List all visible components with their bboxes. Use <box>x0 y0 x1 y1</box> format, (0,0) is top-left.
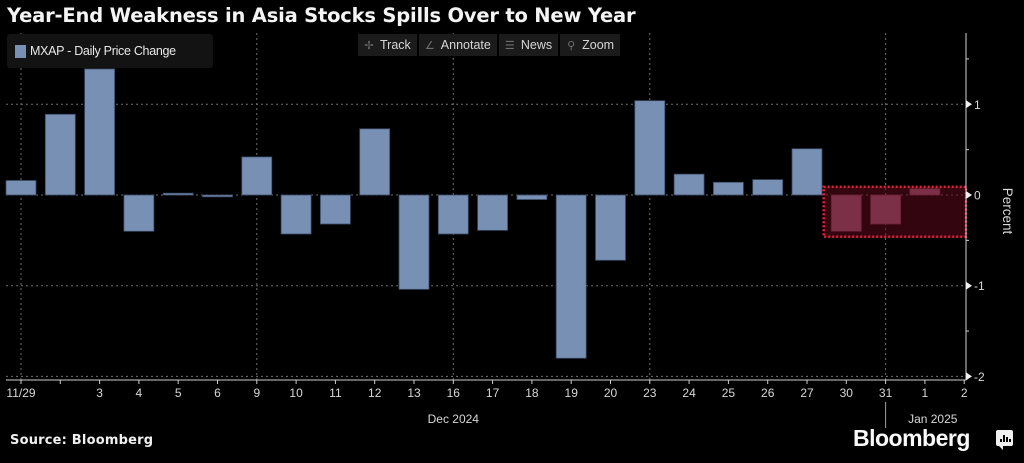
legend[interactable]: MXAP - Daily Price Change <box>7 34 213 68</box>
crosshair-icon: ✢ <box>364 39 374 52</box>
y-tick-label: -2 <box>974 370 985 384</box>
x-tick-label: 16 <box>447 386 461 400</box>
x-tick-label: 18 <box>525 386 539 400</box>
y-tick-label: 1 <box>974 98 981 112</box>
annotate-button[interactable]: ∠ Annotate <box>418 34 497 56</box>
x-axis: 11/29 3 4 5 6 9 10 11 12 13 16 17 18 19 20 23 24 25 26 27 30… <box>6 379 968 428</box>
source-note: Source: Bloomberg <box>10 433 154 448</box>
x-tick-label: 13 <box>407 386 421 400</box>
bar-27-20 <box>791 148 823 196</box>
magnifier-icon: ⚲ <box>567 39 576 52</box>
legend-label: MXAP - Daily Price Change <box>30 44 176 58</box>
news-label: News <box>520 38 553 52</box>
legend-swatch <box>15 44 26 58</box>
bar-6-5 <box>202 194 233 198</box>
y-axis: 1 0 -1 -2 Percent <box>965 33 1015 384</box>
period-label: Dec 2024 <box>428 412 480 426</box>
news-icon: ☰ <box>504 39 515 52</box>
bar-17-12 <box>477 194 509 231</box>
x-tick-label: 19 <box>565 386 579 400</box>
period-label: Jan 2025 <box>908 412 958 426</box>
bars <box>5 68 941 359</box>
chart-toolbar: ✢ Track ∠ Annotate ☰ News ⚲ Zoom <box>358 34 621 56</box>
x-tick-label: 25 <box>722 386 736 400</box>
zoom-button[interactable]: ⚲ Zoom <box>560 34 621 56</box>
bar-26-19 <box>752 179 784 196</box>
x-tick-label: 10 <box>289 386 303 400</box>
bar-9-6 <box>241 156 273 196</box>
x-tick-label: 26 <box>761 386 775 400</box>
bar-23-16 <box>634 100 666 196</box>
bar-4-3 <box>123 194 155 232</box>
x-tick-label: 20 <box>604 386 618 400</box>
bloomberg-logo: Bloomberg <box>853 425 970 451</box>
bar-10-7 <box>280 194 312 235</box>
x-tick-label: 30 <box>840 386 854 400</box>
x-tick-label: 4 <box>136 386 143 400</box>
x-tick-label: 23 <box>643 386 657 400</box>
bloomberg-chart-icon <box>996 430 1013 450</box>
bar-18-13 <box>516 194 548 200</box>
x-tick-label: 11/29 <box>6 386 35 400</box>
bar-20-15 <box>595 194 626 261</box>
x-tick-label: 3 <box>96 386 103 400</box>
y-tick-marker <box>966 191 972 199</box>
pencil-icon: ∠ <box>424 39 435 52</box>
x-tick-label: 27 <box>800 386 814 400</box>
x-tick-label: 31 <box>879 386 893 400</box>
bar-11-29-0 <box>5 180 37 196</box>
y-tick-marker <box>966 281 972 290</box>
zoom-label: Zoom <box>582 38 615 52</box>
x-tick-label: 5 <box>175 386 182 400</box>
x-tick-label: 9 <box>253 386 260 400</box>
y-tick-label: -1 <box>974 279 985 293</box>
bar-25-18 <box>713 181 744 196</box>
bar-16-11 <box>437 194 469 235</box>
bar-12-9 <box>359 128 391 196</box>
x-tick-label: 24 <box>682 386 696 400</box>
bar-13-10 <box>398 194 430 290</box>
bar-19-14 <box>555 194 587 359</box>
y-axis-label: Percent <box>1000 188 1015 235</box>
news-button[interactable]: ☰ News <box>498 34 559 56</box>
y-tick-marker <box>966 100 972 109</box>
x-tick-label: 2 <box>961 386 968 400</box>
bar-2-1 <box>44 113 76 196</box>
x-tick-label: 11 <box>329 386 342 400</box>
x-tick-label: 6 <box>214 386 221 400</box>
y-tick-marker <box>966 372 972 381</box>
track-button[interactable]: ✢ Track <box>358 34 417 56</box>
bar-11-8 <box>319 194 351 225</box>
x-tick-label: 17 <box>486 386 500 400</box>
y-tick-label: 0 <box>974 189 981 203</box>
track-label: Track <box>380 38 411 52</box>
highlight-box <box>823 186 966 237</box>
bar-5-4 <box>162 192 194 196</box>
chart-title: Year-End Weakness in Asia Stocks Spills … <box>7 4 636 27</box>
x-tick-label: 1 <box>922 386 929 400</box>
x-tick-label: 12 <box>368 386 382 400</box>
bar-24-17 <box>673 173 705 196</box>
bar-3-2 <box>84 68 115 196</box>
annotate-label: Annotate <box>440 38 491 52</box>
